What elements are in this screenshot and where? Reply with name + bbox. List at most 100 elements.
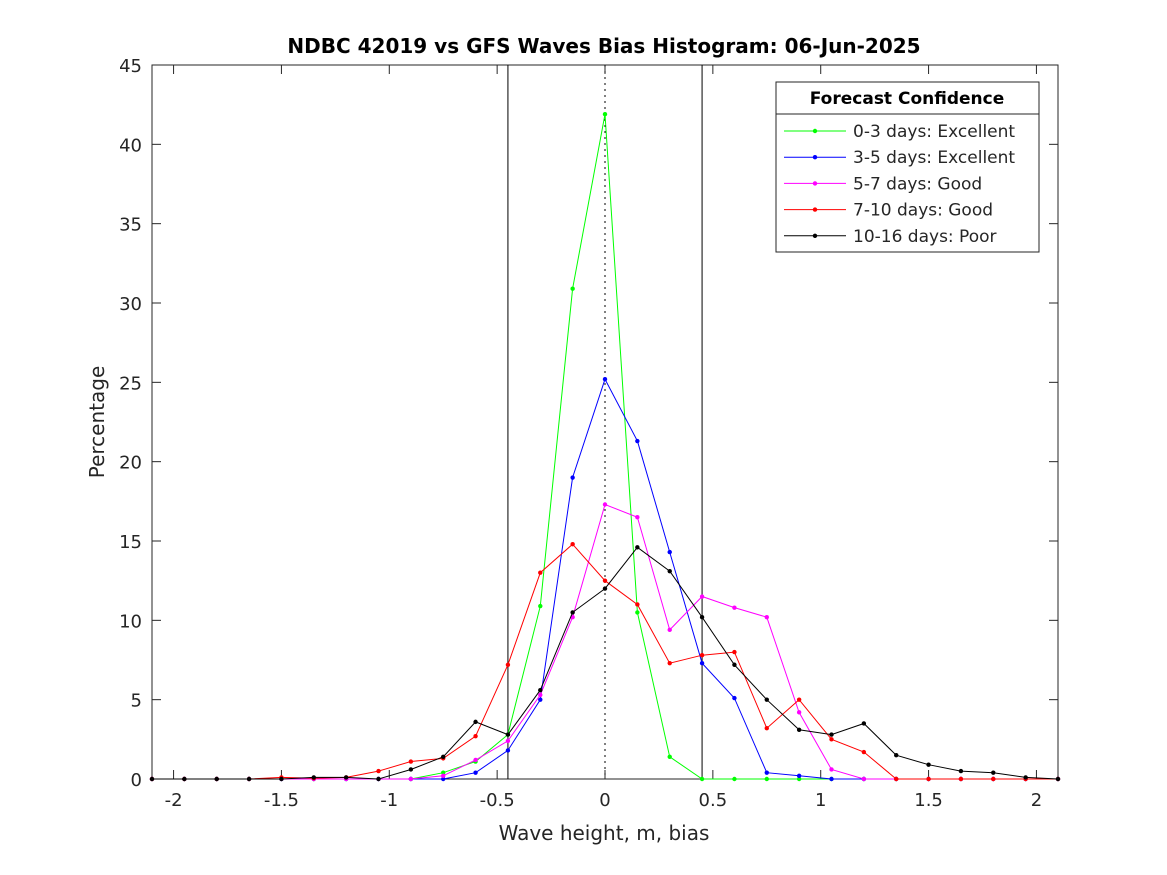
legend-marker: [812, 128, 818, 134]
data-point: [441, 773, 446, 779]
x-tick-label: -0.5: [480, 790, 515, 811]
data-point: [667, 660, 672, 666]
legend-entry: 0-3 days: Excellent: [784, 122, 1015, 142]
y-axis-label: Percentage: [85, 366, 109, 479]
x-tick-label: 0: [599, 790, 610, 811]
data-point: [667, 754, 672, 759]
data-point: [796, 776, 802, 782]
data-point: [570, 541, 575, 547]
data-point: [570, 286, 575, 291]
legend-marker: [812, 181, 818, 186]
data-point: [182, 776, 187, 782]
data-point: [602, 502, 608, 507]
legend: Forecast Confidence 0-3 days: Excellent 3…: [775, 81, 1040, 253]
data-point: [829, 737, 834, 742]
data-point: [732, 649, 737, 655]
x-tick-label: 1: [815, 790, 826, 811]
legend-label: 7-10 days: Good: [853, 201, 993, 221]
data-point: [667, 549, 672, 555]
data-point: [505, 738, 511, 744]
data-point: [764, 726, 769, 731]
data-point: [732, 662, 737, 667]
data-point: [246, 776, 252, 782]
data-point: [635, 438, 640, 444]
legend-label: 5-7 days: Good: [853, 174, 982, 194]
data-point: [408, 767, 414, 772]
data-point: [991, 770, 996, 775]
data-point: [473, 757, 478, 763]
data-point: [635, 602, 640, 607]
data-point: [635, 515, 640, 520]
data-point: [699, 594, 705, 599]
x-tick-label: -1.5: [264, 790, 299, 811]
data-point: [635, 610, 640, 615]
data-point: [861, 776, 867, 782]
x-tick-label: 2: [1031, 790, 1042, 811]
data-point: [279, 776, 284, 782]
data-point: [699, 660, 705, 666]
data-point: [505, 732, 511, 737]
data-point: [602, 376, 608, 382]
data-point: [376, 776, 381, 782]
data-point: [796, 727, 802, 733]
data-point: [408, 759, 414, 764]
reference-lines: [507, 65, 703, 779]
series-layer: [149, 111, 1061, 782]
data-point: [894, 776, 899, 782]
chart-title: NDBC 42019 vs GFS Waves Bias Histogram: …: [287, 34, 920, 58]
y-tick-label: 0: [131, 770, 142, 791]
data-point: [538, 603, 543, 609]
data-point: [764, 770, 769, 775]
data-point: [991, 776, 996, 782]
data-point: [764, 614, 769, 620]
y-tick-label: 10: [119, 611, 142, 632]
legend-title-box: [775, 81, 1040, 115]
data-point: [538, 570, 543, 575]
data-point: [441, 776, 446, 782]
data-point: [829, 776, 834, 782]
y-tick-label: 25: [119, 373, 142, 394]
y-tick-label: 30: [119, 294, 142, 315]
data-point: [861, 749, 867, 755]
data-point: [861, 721, 867, 726]
data-point: [311, 775, 316, 780]
y-tick-label: 5: [131, 691, 142, 712]
data-point: [538, 687, 543, 693]
data-point: [214, 776, 219, 782]
data-point: [926, 776, 931, 782]
x-tick-label: -2: [165, 790, 183, 811]
legend-entry: 7-10 days: Good: [784, 201, 993, 221]
legend-marker: [812, 233, 818, 238]
data-point: [473, 719, 478, 725]
data-point: [602, 586, 608, 591]
data-point: [441, 770, 446, 775]
data-point: [667, 568, 672, 574]
data-point: [829, 767, 834, 772]
data-point: [764, 697, 769, 702]
data-point: [894, 753, 899, 758]
data-point: [1023, 775, 1028, 780]
data-point: [538, 692, 543, 698]
legend-title: Forecast Confidence: [810, 89, 1005, 109]
data-point: [602, 111, 608, 117]
data-point: [796, 697, 802, 702]
data-point: [699, 614, 705, 620]
legend-label: 10-16 days: Poor: [853, 227, 997, 247]
data-point: [570, 475, 575, 480]
data-point: [602, 578, 608, 583]
x-tick-label: 1.5: [914, 790, 943, 811]
legend-entry: 3-5 days: Excellent: [784, 148, 1015, 168]
x-axis-label: Wave height, m, bias: [499, 821, 710, 845]
x-tick-label: 0.5: [699, 790, 728, 811]
data-point: [441, 754, 446, 759]
data-point: [764, 776, 769, 782]
legend-label: 3-5 days: Excellent: [853, 148, 1015, 168]
data-point: [505, 662, 511, 667]
data-point: [926, 762, 931, 767]
data-point: [473, 770, 478, 775]
y-tick-label: 45: [119, 56, 142, 77]
y-tick-label: 35: [119, 215, 142, 236]
data-point: [343, 775, 349, 780]
